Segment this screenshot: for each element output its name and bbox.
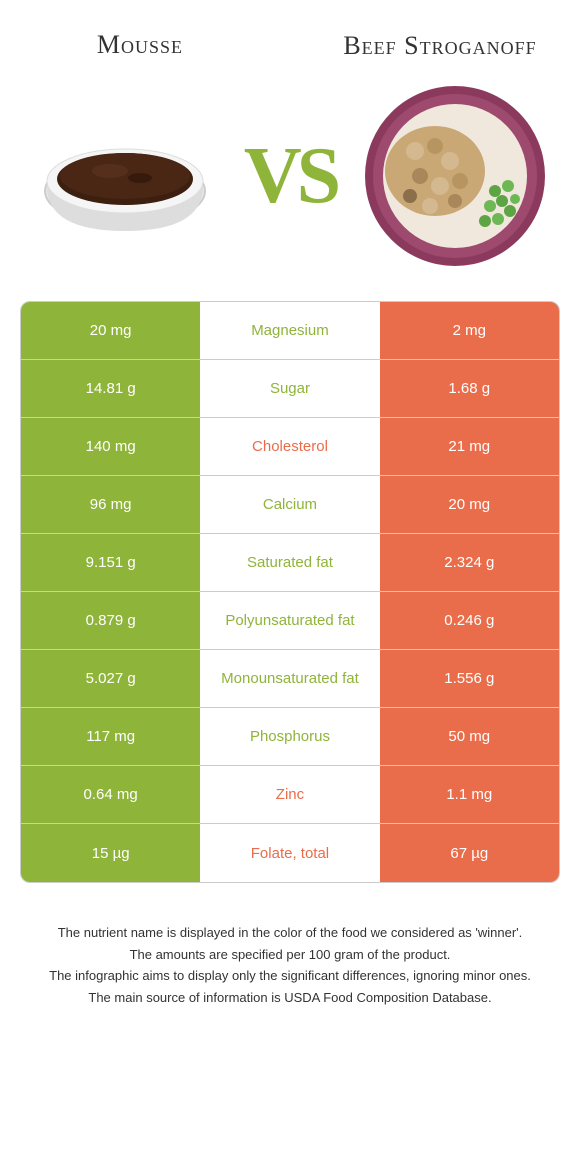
food-title-left: Mousse [40,30,240,61]
nutrient-table: 20 mgMagnesium2 mg14.81 gSugar1.68 g140 … [20,301,560,883]
value-right: 2.324 g [380,534,559,591]
value-right: 0.246 g [380,592,559,649]
value-right: 1.556 g [380,650,559,707]
mousse-image [30,81,220,271]
nutrient-name: Magnesium [200,302,379,359]
value-right: 1.68 g [380,360,559,417]
value-left: 96 mg [21,476,200,533]
value-right: 20 mg [380,476,559,533]
nutrient-name: Folate, total [200,824,379,882]
footer-line: The amounts are specified per 100 gram o… [30,945,550,965]
table-row: 0.64 mgZinc1.1 mg [21,766,559,824]
value-left: 20 mg [21,302,200,359]
value-left: 0.64 mg [21,766,200,823]
table-row: 9.151 gSaturated fat2.324 g [21,534,559,592]
value-left: 9.151 g [21,534,200,591]
value-left: 117 mg [21,708,200,765]
value-left: 0.879 g [21,592,200,649]
table-row: 20 mgMagnesium2 mg [21,302,559,360]
table-row: 0.879 gPolyunsaturated fat0.246 g [21,592,559,650]
nutrient-name: Saturated fat [200,534,379,591]
nutrient-name: Calcium [200,476,379,533]
nutrient-name: Phosphorus [200,708,379,765]
images-row: VS [0,71,580,301]
food-title-right: Beef Stroganoff [340,30,540,61]
value-left: 5.027 g [21,650,200,707]
value-left: 140 mg [21,418,200,475]
value-right: 67 µg [380,824,559,882]
table-row: 117 mgPhosphorus50 mg [21,708,559,766]
value-left: 14.81 g [21,360,200,417]
table-row: 96 mgCalcium20 mg [21,476,559,534]
nutrient-name: Polyunsaturated fat [200,592,379,649]
footer-line: The nutrient name is displayed in the co… [30,923,550,943]
nutrient-name: Monounsaturated fat [200,650,379,707]
table-row: 15 µgFolate, total67 µg [21,824,559,882]
value-right: 21 mg [380,418,559,475]
table-row: 140 mgCholesterol21 mg [21,418,559,476]
vs-label: VS [244,131,336,222]
nutrient-name: Cholesterol [200,418,379,475]
footer-line: The infographic aims to display only the… [30,966,550,986]
table-row: 14.81 gSugar1.68 g [21,360,559,418]
stroganoff-image [360,81,550,271]
nutrient-name: Zinc [200,766,379,823]
nutrient-name: Sugar [200,360,379,417]
header: Mousse Beef Stroganoff [0,0,580,71]
value-left: 15 µg [21,824,200,882]
value-right: 2 mg [380,302,559,359]
table-row: 5.027 gMonounsaturated fat1.556 g [21,650,559,708]
footer-line: The main source of information is USDA F… [30,988,550,1008]
footer-notes: The nutrient name is displayed in the co… [0,883,580,1029]
value-right: 50 mg [380,708,559,765]
value-right: 1.1 mg [380,766,559,823]
